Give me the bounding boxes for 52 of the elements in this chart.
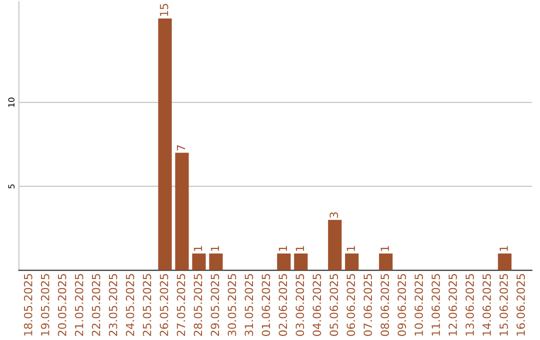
x-tick-label: 15.06.2025 <box>500 274 508 336</box>
x-tick-label: 20.05.2025 <box>58 274 66 336</box>
x-tick-label: 29.05.2025 <box>210 274 220 336</box>
data-label: 1 <box>210 246 220 251</box>
x-tick-label: 23.05.2025 <box>108 274 118 336</box>
x-tick-label: 11.06.2025 <box>432 274 440 336</box>
x-tick-label: 27.05.2025 <box>176 274 186 336</box>
x-tick-label: 06.06.2025 <box>346 274 356 336</box>
x-tick-label: 19.05.2025 <box>40 274 50 336</box>
y-tick-label: 10 <box>8 98 15 107</box>
bar <box>277 254 291 270</box>
bar <box>345 254 359 270</box>
x-tick-label: 10.06.2025 <box>414 274 424 336</box>
x-tick-label: 18.05.2025 <box>24 274 32 336</box>
x-tick-label: 01.06.2025 <box>262 274 270 336</box>
data-label: 1 <box>296 246 304 251</box>
bar <box>192 254 206 270</box>
x-tick-label: 28.05.2025 <box>194 274 202 336</box>
x-tick-label: 16.06.2025 <box>516 274 525 336</box>
bar <box>175 152 189 270</box>
data-label: 1 <box>380 246 389 251</box>
x-tick-label: 25.05.2025 <box>142 274 152 336</box>
x-tick-label: 24.05.2025 <box>126 274 134 336</box>
bar <box>328 220 342 270</box>
x-tick-label: 13.06.2025 <box>466 274 474 336</box>
x-tick-label: 02.06.2025 <box>278 274 288 336</box>
x-tick-label: 08.06.2025 <box>380 274 390 336</box>
bar <box>498 254 512 270</box>
y-tick-label: 5 <box>8 184 15 188</box>
x-tick-label: 21.05.2025 <box>74 274 84 336</box>
x-tick-label: 04.06.2025 <box>312 274 322 336</box>
x-tick-label: 31.05.2025 <box>244 274 254 336</box>
x-tick-label: 07.06.2025 <box>364 274 372 336</box>
data-label: 3 <box>330 212 338 218</box>
x-tick-label: 30.05.2025 <box>228 274 236 336</box>
data-label: 15 <box>160 4 168 16</box>
data-label: 7 <box>176 145 186 150</box>
data-label: 1 <box>278 246 287 251</box>
bar <box>294 254 308 270</box>
x-tick-label: 12.06.2025 <box>448 274 457 336</box>
x-tick-label: 26.05.2025 <box>160 274 168 336</box>
data-label: 1 <box>194 246 202 251</box>
x-tick-label: 09.06.2025 <box>398 274 406 336</box>
x-tick-label: 03.06.2025 <box>296 274 304 336</box>
bar <box>379 254 393 270</box>
bar <box>209 254 223 270</box>
data-label: 1 <box>500 246 508 251</box>
x-tick-label: 22.05.2025 <box>92 274 100 336</box>
bar <box>158 18 172 270</box>
data-label: 1 <box>346 246 355 251</box>
x-tick-label: 05.06.2025 <box>330 274 338 336</box>
x-tick-label: 14.06.2025 <box>482 274 491 336</box>
